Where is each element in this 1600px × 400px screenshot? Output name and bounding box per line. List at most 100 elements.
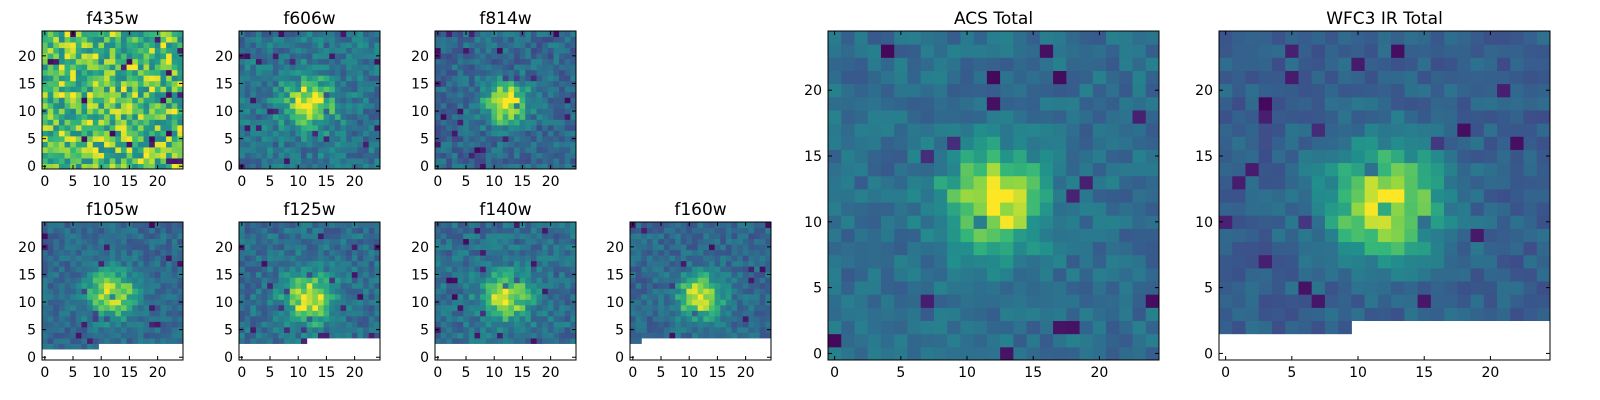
heatmap-cell — [491, 282, 498, 289]
heatmap-cell — [120, 282, 128, 289]
heatmap-cell — [559, 113, 566, 120]
heatmap-cell — [132, 233, 139, 240]
heatmap-cell — [480, 108, 487, 115]
heatmap-cell — [58, 321, 66, 328]
heatmap-cell — [468, 91, 475, 98]
heatmap-cell — [725, 332, 733, 339]
heatmap-cell — [1039, 202, 1054, 216]
heatmap-cell — [115, 47, 122, 54]
heatmap-cell — [536, 53, 543, 60]
heatmap-cell — [463, 157, 470, 164]
heatmap-cell — [261, 152, 268, 159]
heatmap-cell — [284, 108, 291, 115]
heatmap-cell — [346, 326, 353, 333]
heatmap-cell — [374, 227, 381, 234]
heatmap-cell — [519, 277, 526, 284]
y-tick-label: 20 — [215, 49, 233, 65]
heatmap-cell — [646, 299, 654, 306]
heatmap-cell — [363, 42, 370, 49]
heatmap-cell — [686, 310, 693, 317]
heatmap-cell — [497, 266, 504, 273]
heatmap-cell — [457, 310, 464, 317]
heatmap-cell — [317, 271, 325, 278]
heatmap-cell — [58, 124, 66, 131]
heatmap-cell — [267, 42, 274, 49]
heatmap-cell — [1404, 294, 1419, 308]
heatmap-cell — [261, 31, 268, 38]
heatmap-cell — [278, 266, 285, 273]
heatmap-cell — [368, 69, 375, 76]
heatmap-cell — [317, 69, 325, 76]
heatmap-cell — [98, 277, 105, 284]
heatmap-cell — [1536, 307, 1551, 322]
heatmap-cell — [160, 244, 167, 251]
heatmap-cell — [267, 271, 274, 278]
heatmap-cell — [368, 135, 375, 142]
heatmap-cell — [1132, 123, 1147, 137]
y-tick-label: 15 — [804, 149, 822, 165]
heatmap-cell — [547, 53, 554, 60]
heatmap-cell — [686, 238, 693, 245]
heatmap-cell — [536, 222, 543, 229]
heatmap-cell — [53, 135, 60, 142]
heatmap-cell — [143, 163, 150, 170]
heatmap-cell — [536, 266, 543, 273]
heatmap-cell — [278, 310, 285, 317]
heatmap-cell — [536, 64, 543, 71]
heatmap-cell — [440, 260, 447, 267]
heatmap-cell — [451, 222, 459, 229]
heatmap-cell — [104, 315, 111, 322]
heatmap-cell — [53, 288, 60, 295]
heatmap-cell — [239, 86, 246, 93]
heatmap-cell — [132, 332, 139, 339]
heatmap-cell — [42, 75, 49, 82]
x-tick-label: 20 — [1091, 365, 1109, 381]
heatmap-cell — [1145, 70, 1160, 85]
heatmap-cell — [363, 102, 370, 109]
heatmap-cell — [907, 188, 922, 203]
heatmap-cell — [126, 135, 133, 142]
heatmap-cell — [284, 244, 291, 251]
heatmap-cell — [75, 69, 82, 76]
heatmap-cell — [1000, 96, 1014, 111]
heatmap-cell — [463, 91, 470, 98]
heatmap-cell — [42, 113, 49, 120]
heatmap-cell — [675, 304, 682, 311]
heatmap-cell — [1092, 96, 1107, 111]
heatmap-cell — [357, 113, 364, 120]
heatmap-cell — [1066, 228, 1081, 243]
heatmap-cell — [137, 288, 145, 295]
heatmap-cell — [346, 31, 353, 38]
heatmap-cell — [451, 326, 459, 333]
heatmap-cell — [675, 255, 682, 262]
heatmap-cell — [1026, 267, 1041, 282]
heatmap-cell — [564, 86, 571, 93]
heatmap-cell — [641, 277, 648, 284]
heatmap-cell — [748, 304, 755, 311]
heatmap-cell — [731, 244, 738, 251]
heatmap-cell — [519, 58, 526, 65]
heatmap-cell — [451, 119, 459, 126]
heatmap-cell — [92, 141, 99, 148]
heatmap-cell — [474, 36, 481, 43]
heatmap-cell — [1039, 109, 1054, 124]
heatmap-cell — [508, 31, 515, 38]
heatmap-cell — [109, 75, 116, 82]
heatmap-cell — [986, 215, 1001, 229]
heatmap-cell — [491, 227, 498, 234]
heatmap-cell — [109, 91, 116, 98]
heatmap-cell — [261, 64, 268, 71]
heatmap-cell — [166, 36, 173, 43]
heatmap-cell — [497, 244, 504, 251]
heatmap-cell — [519, 42, 526, 49]
heatmap-cell — [485, 277, 492, 284]
heatmap-cell — [570, 255, 577, 262]
heatmap-cell — [708, 238, 716, 245]
heatmap-cell — [497, 310, 504, 317]
heatmap-cell — [64, 91, 71, 98]
heatmap-cell — [960, 162, 975, 177]
heatmap-cell — [894, 149, 908, 164]
heatmap-cell — [1026, 294, 1041, 308]
heatmap-cell — [357, 310, 364, 317]
heatmap-cell — [171, 91, 178, 98]
